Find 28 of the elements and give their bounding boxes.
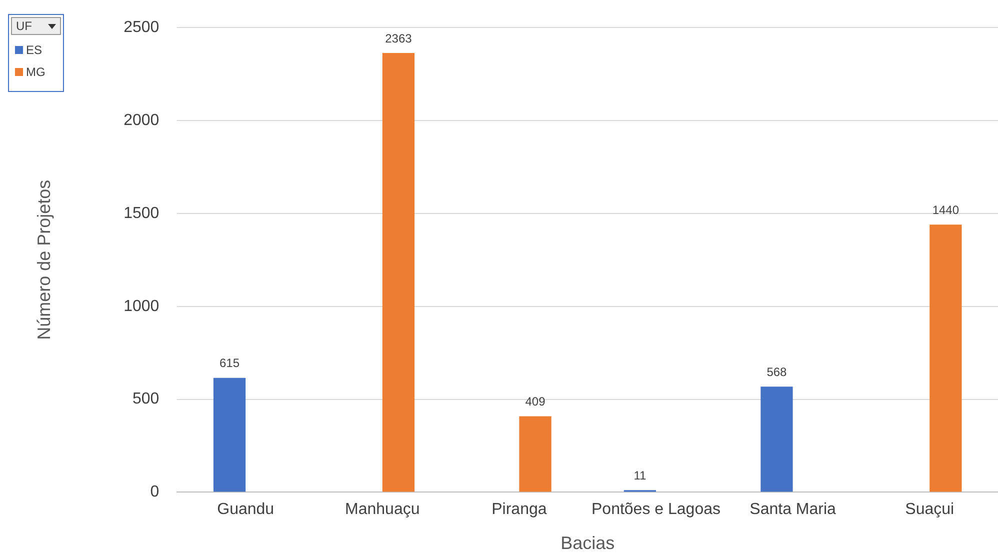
y-tick-label: 2500	[124, 19, 160, 36]
x-axis-title: Bacias	[560, 533, 615, 554]
x-tick-label: Manhuaçu	[345, 501, 420, 518]
legend-label: MG	[26, 65, 46, 79]
bar	[760, 386, 793, 492]
bar	[213, 378, 246, 492]
legend-title: UF	[16, 19, 32, 33]
data-label: 11	[634, 468, 646, 482]
y-tick-label: 0	[150, 484, 160, 501]
data-label: 2363	[385, 31, 412, 46]
bar	[930, 224, 962, 492]
x-tick-label: Guandu	[217, 501, 274, 518]
data-label: 1440	[932, 202, 960, 217]
x-tick-label: Santa Maria	[750, 501, 836, 518]
y-tick-label: 1500	[124, 204, 160, 222]
bar	[519, 416, 552, 492]
y-tick-label: 500	[132, 390, 160, 408]
x-tick-label: Pontões e Lagoas	[591, 501, 720, 518]
x-tick-label: Suaçui	[905, 501, 954, 518]
data-label: 568	[766, 364, 788, 379]
data-label: 409	[525, 394, 546, 409]
y-tick-label: 2000	[124, 112, 160, 129]
data-label: 615	[220, 356, 240, 370]
y-tick-label: 1000	[124, 298, 160, 315]
bar	[382, 53, 415, 492]
y-axis-title: Número de Projetos	[34, 180, 54, 340]
legend-label: ES	[26, 43, 42, 57]
x-tick-label: Piranga	[492, 501, 547, 518]
